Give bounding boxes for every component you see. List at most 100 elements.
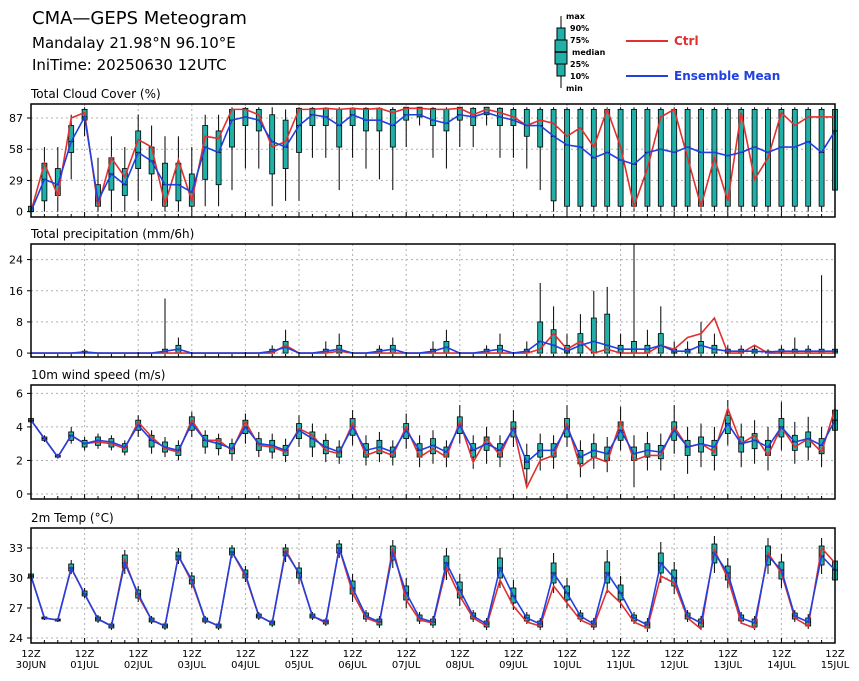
box-iqr (657, 108, 664, 207)
box-key-max: max (566, 12, 586, 21)
x-date-label: 15JUL (821, 660, 850, 671)
box-iqr (564, 108, 570, 207)
x-hour-label: 12Z (825, 649, 845, 660)
y-tick-label: 4 (16, 421, 23, 434)
x-hour-label: 12Z (718, 649, 738, 660)
x-hour-label: 12Z (75, 649, 95, 660)
y-tick-label: 8 (16, 316, 23, 329)
box-iqr (430, 107, 436, 126)
x-hour-label: 12Z (557, 649, 577, 660)
x-date-label: 13JUL (714, 660, 743, 671)
x-date-label: 10JUL (553, 660, 582, 671)
box-iqr (684, 439, 691, 456)
x-date-label: 08JUL (446, 660, 475, 671)
box-iqr (269, 114, 276, 175)
box-iqr (644, 108, 651, 207)
box-key-min: min (566, 84, 583, 93)
x-date-label: 06JUL (338, 660, 367, 671)
y-tick-label: 0 (16, 347, 23, 360)
box-iqr (805, 108, 812, 207)
box-iqr (550, 108, 557, 202)
ensemble-mean-line (30, 419, 836, 464)
x-hour-label: 12Z (236, 649, 256, 660)
x-date-label: 11JUL (606, 660, 635, 671)
x-hour-label: 12Z (450, 649, 470, 660)
x-hour-label: 12Z (504, 649, 524, 660)
box-iqr (711, 439, 718, 456)
y-tick-label: 87 (9, 112, 23, 125)
ensemble-mean-line (31, 340, 835, 354)
x-date-label: 07JUL (392, 660, 421, 671)
y-tick-label: 2 (16, 454, 23, 467)
box-iqr (389, 108, 396, 148)
x-date-label: 09JUL (499, 660, 528, 671)
panel-title-cloud: Total Cloud Cover (%) (30, 87, 161, 101)
y-tick-label: 33 (9, 542, 23, 555)
y-tick-label: 24 (9, 632, 23, 645)
x-hour-label: 12Z (772, 649, 792, 660)
box-iqr (738, 108, 745, 207)
x-date-label: 03JUL (178, 660, 207, 671)
box-iqr (202, 125, 209, 180)
x-hour-label: 12Z (128, 649, 148, 660)
cloud-cover-panel: 0 29 58 87 (9, 103, 838, 219)
x-date-label: 04JUL (231, 660, 260, 671)
x-date-label: 05JUL (285, 660, 314, 671)
legend: Ctrl Ensemble Mean (626, 34, 780, 83)
ensemble-mean-line (30, 111, 836, 212)
box-iqr (416, 106, 423, 118)
y-tick-label: 24 (9, 254, 23, 267)
box-iqr (577, 108, 584, 207)
box-iqr (403, 106, 410, 121)
ctrl-line (31, 316, 835, 354)
box-iqr (537, 321, 544, 354)
box-iqr (818, 108, 825, 207)
box-iqr (456, 106, 463, 121)
y-tick-label: 58 (9, 143, 23, 156)
x-date-label: 12JUL (660, 660, 689, 671)
x-axis-labels: 12Z30JUN12Z01JUL12Z02JUL12Z03JUL12Z04JUL… (16, 649, 850, 671)
x-hour-label: 12Z (21, 649, 41, 660)
x-date-label: 02JUL (124, 660, 153, 671)
box-iqr (724, 108, 731, 207)
box-iqr (523, 108, 530, 137)
location-label: Mandalay 21.98°N 96.10°E (32, 34, 236, 52)
box-iqr (698, 108, 704, 207)
chart-title: CMA—GEPS Meteogram (32, 8, 247, 29)
box-iqr (751, 108, 758, 207)
wind-speed-panel: 0 2 4 6 (16, 384, 838, 501)
x-hour-label: 12Z (611, 649, 631, 660)
y-tick-label: 29 (9, 174, 23, 187)
y-tick-label: 6 (16, 387, 23, 400)
box-iqr (671, 108, 678, 207)
box-iqr (791, 434, 798, 451)
box-iqr (657, 333, 664, 354)
box-iqr (631, 341, 637, 354)
box-iqr (604, 313, 611, 354)
legend-mean-label: Ensemble Mean (674, 69, 780, 83)
box-iqr (175, 162, 182, 202)
box-iqr (698, 341, 704, 354)
x-hour-label: 12Z (396, 649, 416, 660)
x-date-label: 01JUL (70, 660, 99, 671)
box-iqr (604, 108, 611, 207)
legend-ctrl-label: Ctrl (674, 34, 699, 48)
box-iqr (778, 108, 785, 207)
box-iqr (537, 108, 544, 148)
y-tick-label: 0 (16, 206, 23, 219)
ensemble-mean-line (30, 547, 836, 628)
panel-title-temp: 2m Temp (°C) (31, 511, 114, 525)
y-tick-label: 16 (9, 285, 23, 298)
box-iqr (135, 130, 142, 169)
y-tick-label: 30 (9, 572, 23, 585)
box-key-10: 10% (570, 72, 589, 81)
x-hour-label: 12Z (343, 649, 363, 660)
box-key-25: 25% (570, 60, 589, 69)
box-iqr (68, 125, 75, 153)
y-tick-label: 0 (16, 488, 23, 501)
x-hour-label: 12Z (182, 649, 202, 660)
init-time-label: IniTime: 20250630 12UTC (32, 56, 227, 74)
x-hour-label: 12Z (664, 649, 684, 660)
box-key-75: 75% (570, 36, 589, 45)
box-iqr (443, 108, 450, 132)
